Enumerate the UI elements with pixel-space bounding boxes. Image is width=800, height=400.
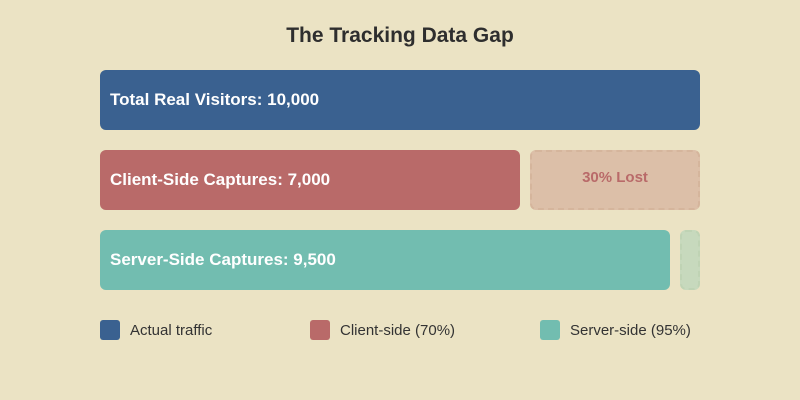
legend-item-actual: Actual traffic [100,320,212,340]
legend-swatch-client [310,320,330,340]
bar-total-visitors: Total Real Visitors: 10,000 [100,70,700,130]
lost-label-client: 30% Lost [582,168,648,186]
legend-label-server: Server-side (95%) [570,321,691,339]
legend-item-client: Client-side (70%) [310,320,455,340]
lost-segment-client: 30% Lost [530,150,700,210]
lost-segment-server [680,230,700,290]
legend-label-client: Client-side (70%) [340,321,456,339]
bar-server-side: Server-Side Captures: 9,500 [100,230,670,290]
bar-client-side: Client-Side Captures: 7,000 [100,150,520,210]
legend-label-actual: Actual traffic [130,321,213,339]
legend-swatch-actual [100,320,120,340]
legend-swatch-server [540,320,560,340]
bar-label-server: Server-Side Captures: 9,500 [110,250,336,269]
legend-item-server: Server-side (95%) [540,320,691,340]
bar-label-total: Total Real Visitors: 10,000 [110,90,320,109]
bar-label-client: Client-Side Captures: 7,000 [110,170,331,189]
chart-title: The Tracking Data Gap [286,24,514,47]
